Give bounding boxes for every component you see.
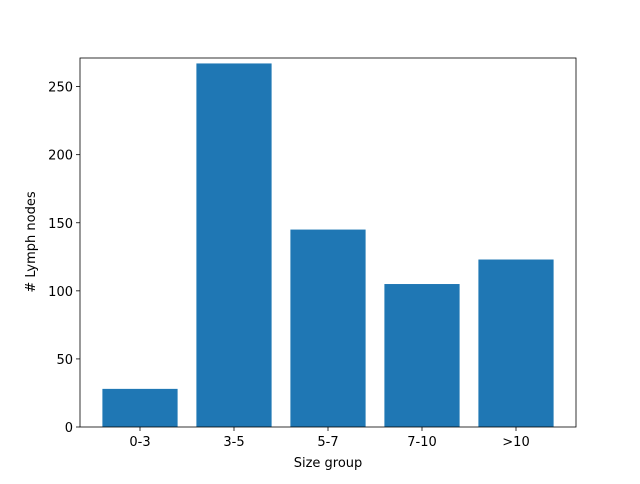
y-tick-label: 200	[48, 149, 73, 164]
x-tick-label: 0-3	[129, 435, 150, 450]
y-tick-label: 250	[48, 81, 73, 96]
bar	[102, 388, 178, 427]
bar	[478, 259, 554, 427]
bar	[196, 63, 272, 427]
y-axis-label: # Lymph nodes	[24, 191, 39, 292]
y-tick-label: 150	[48, 217, 73, 232]
x-tick-label: 5-7	[317, 435, 338, 450]
x-tick-label: 3-5	[223, 435, 244, 450]
x-axis-label: Size group	[294, 456, 363, 471]
y-tick-label: 0	[65, 421, 73, 436]
plot-frame	[79, 57, 577, 428]
x-tick-label: 7-10	[407, 435, 437, 450]
y-tick-label: 50	[56, 353, 73, 368]
bar	[290, 229, 366, 427]
y-tick-label: 100	[48, 285, 73, 300]
bar	[384, 284, 460, 427]
x-tick-label: >10	[502, 435, 529, 450]
